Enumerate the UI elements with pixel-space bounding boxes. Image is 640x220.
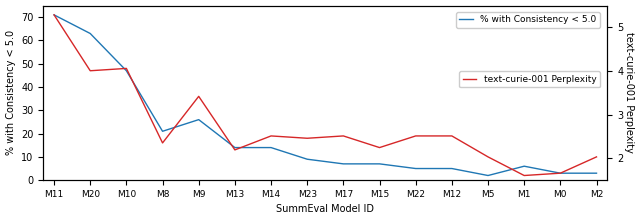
- X-axis label: SummEval Model ID: SummEval Model ID: [276, 204, 374, 214]
- Y-axis label: % with Consistency < 5.0: % with Consistency < 5.0: [6, 30, 15, 155]
- text-curie-001 Perplexity: [593, 156, 600, 158]
- text-curie-001 Perplexity: [195, 95, 202, 98]
- text-curie-001 Perplexity: [520, 174, 528, 177]
- % with Consistency < 5.0: [159, 130, 166, 133]
- % with Consistency < 5.0: [448, 167, 456, 170]
- % with Consistency < 5.0: [376, 163, 383, 165]
- text-curie-001 Perplexity: [50, 14, 58, 16]
- % with Consistency < 5.0: [50, 14, 58, 16]
- Legend: text-curie-001 Perplexity: text-curie-001 Perplexity: [460, 71, 600, 87]
- text-curie-001 Perplexity: [159, 142, 166, 144]
- % with Consistency < 5.0: [195, 118, 202, 121]
- % with Consistency < 5.0: [122, 70, 130, 72]
- text-curie-001 Perplexity: [484, 156, 492, 158]
- % with Consistency < 5.0: [412, 167, 420, 170]
- text-curie-001 Perplexity: [86, 70, 94, 72]
- % with Consistency < 5.0: [340, 163, 348, 165]
- text-curie-001 Perplexity: [231, 148, 239, 151]
- % with Consistency < 5.0: [267, 146, 275, 149]
- text-curie-001 Perplexity: [448, 135, 456, 137]
- % with Consistency < 5.0: [484, 174, 492, 177]
- % with Consistency < 5.0: [520, 165, 528, 167]
- text-curie-001 Perplexity: [376, 146, 383, 149]
- % with Consistency < 5.0: [231, 146, 239, 149]
- text-curie-001 Perplexity: [303, 137, 311, 139]
- text-curie-001 Perplexity: [557, 172, 564, 174]
- % with Consistency < 5.0: [593, 172, 600, 174]
- % with Consistency < 5.0: [557, 172, 564, 174]
- text-curie-001 Perplexity: [122, 67, 130, 70]
- text-curie-001 Perplexity: [340, 135, 348, 137]
- % with Consistency < 5.0: [303, 158, 311, 161]
- Y-axis label: text-curie-001 Perplexity: text-curie-001 Perplexity: [625, 32, 634, 153]
- text-curie-001 Perplexity: [412, 135, 420, 137]
- text-curie-001 Perplexity: [267, 135, 275, 137]
- Line: text-curie-001 Perplexity: text-curie-001 Perplexity: [54, 15, 596, 176]
- % with Consistency < 5.0: [86, 32, 94, 35]
- Line: % with Consistency < 5.0: % with Consistency < 5.0: [54, 15, 596, 176]
